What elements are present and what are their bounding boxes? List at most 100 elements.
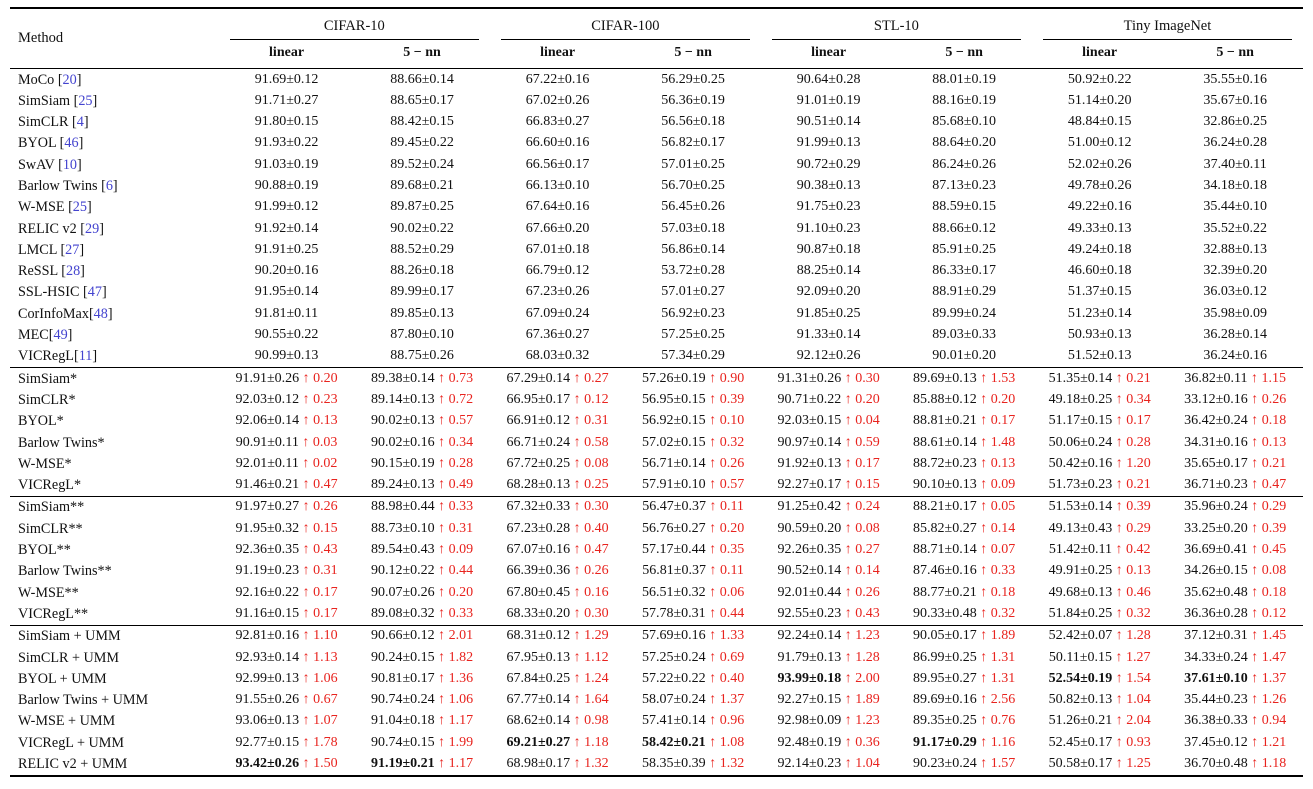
table-row: BYOL** 92.36±0.35 ↑ 0.43 89.54±0.43 ↑ 0.09… (10, 540, 1303, 561)
improvement-delta: ↑ 0.94 (1247, 713, 1287, 729)
score-cell: 37.40±0.11 (1167, 154, 1303, 175)
score-cell: 91.92±0.13 ↑ 0.17 (761, 453, 897, 474)
score-value: 91.25±0.42 (777, 499, 842, 515)
improvement-delta: ↑ 0.21 (1247, 455, 1287, 471)
up-arrow-icon: ↑ (570, 413, 585, 429)
improvement-delta: ↑ 1.31 (976, 649, 1016, 665)
score-value: 56.92±0.15 (642, 413, 706, 429)
score-cell: 32.39±0.20 (1167, 261, 1303, 282)
method-label: BYOL** (18, 542, 71, 559)
citation-link[interactable]: [10] (58, 156, 82, 173)
score-cell: 66.79±0.12 (490, 261, 626, 282)
improvement-delta: ↑ 0.28 (1112, 434, 1151, 450)
up-arrow-icon: ↑ (976, 692, 991, 708)
score-value: 88.66±0.12 (932, 220, 996, 236)
improvement-delta: ↑ 0.17 (976, 413, 1016, 429)
score-cell: 57.01±0.25 (625, 154, 761, 175)
block-baselines: MoCo [20] 91.69±0.12 88.66±0.14 67.22±0.16 5… (10, 69, 1303, 368)
score-cell: 51.23±0.14 (1032, 303, 1168, 324)
score-cell: 90.55±0.22 (219, 325, 355, 346)
citation-link[interactable]: [29] (80, 220, 104, 237)
group-label-tiny-imagenet: Tiny ImageNet (1042, 16, 1292, 40)
score-cell: 37.61±0.10 ↑ 1.37 (1167, 668, 1303, 689)
score-value: 88.25±0.14 (796, 263, 861, 279)
method-label: Barlow Twins [6] (18, 177, 118, 194)
method-label: SimSiam** (18, 499, 85, 516)
improvement-delta: ↑ 0.39 (1247, 520, 1287, 536)
score-value: 90.81±0.17 (370, 670, 435, 686)
up-arrow-icon: ↑ (1112, 370, 1127, 386)
citation-link[interactable]: [20] (57, 71, 82, 88)
improvement-delta: ↑ 2.01 (434, 628, 474, 644)
score-value: 90.12±0.22 (370, 563, 435, 579)
improvement-delta: ↑ 0.32 (1112, 605, 1151, 621)
improvement-delta: ↑ 0.17 (1112, 413, 1151, 429)
score-value: 90.01±0.20 (932, 348, 996, 364)
citation-link[interactable]: [28] (61, 263, 85, 280)
up-arrow-icon: ↑ (705, 584, 720, 600)
improvement-delta: ↑ 0.20 (841, 391, 880, 407)
block-double-star: SimSiam** 91.97±0.27 ↑ 0.26 88.98±0.44 ↑ 0… (10, 496, 1303, 625)
citation-number: 48 (93, 305, 108, 322)
up-arrow-icon: ↑ (841, 649, 856, 665)
up-arrow-icon: ↑ (570, 542, 585, 558)
citation-link[interactable]: [6] (101, 177, 118, 194)
table-row: VICRegL[11] 90.99±0.13 88.75±0.26 68.03±0.3… (10, 346, 1303, 368)
score-cell: 68.62±0.14 ↑ 0.98 (490, 711, 626, 732)
score-value: 92.03±0.15 (777, 413, 842, 429)
subheader-cifar10-linear: linear (269, 45, 305, 60)
up-arrow-icon: ↑ (434, 455, 449, 471)
up-arrow-icon: ↑ (976, 477, 991, 493)
score-cell: 35.44±0.10 (1167, 197, 1303, 218)
citation-link[interactable]: [4] (72, 114, 89, 131)
score-cell: 68.98±0.17 ↑ 1.32 (490, 754, 626, 776)
up-arrow-icon: ↑ (976, 734, 991, 750)
score-value: 90.59±0.20 (777, 520, 842, 536)
citation-link[interactable]: [27] (60, 241, 85, 258)
improvement-delta: ↑ 1.32 (570, 756, 609, 771)
up-arrow-icon: ↑ (434, 499, 449, 515)
score-cell: 91.69±0.12 (219, 69, 355, 91)
score-value: 36.69±0.41 (1184, 542, 1248, 558)
table-row: LMCL [27] 91.91±0.25 88.52±0.29 67.01±0.18 5… (10, 239, 1303, 260)
citation-link[interactable]: [47] (83, 284, 107, 301)
subheader-stl10-linear: linear (811, 45, 847, 60)
score-value: 90.74±0.15 (370, 734, 435, 750)
score-cell: 88.73±0.10 ↑ 0.31 (354, 518, 490, 539)
score-cell: 88.98±0.44 ↑ 0.33 (354, 496, 490, 518)
score-cell: 89.68±0.21 (354, 175, 490, 196)
score-cell: 51.52±0.13 (1032, 346, 1168, 368)
improvement-delta: ↑ 0.59 (841, 434, 880, 450)
score-cell: 87.13±0.23 (896, 175, 1032, 196)
up-arrow-icon: ↑ (841, 499, 856, 515)
score-cell: 88.71±0.14 ↑ 0.07 (896, 540, 1032, 561)
score-cell: 67.80±0.45 ↑ 0.16 (490, 582, 626, 603)
score-value: 67.80±0.45 (506, 584, 571, 600)
up-arrow-icon: ↑ (570, 605, 585, 621)
citation-link[interactable]: [49] (48, 327, 73, 344)
score-cell: 91.19±0.21 ↑ 1.17 (354, 754, 490, 776)
score-value: 56.29±0.25 (661, 71, 725, 87)
citation-link[interactable]: [25] (68, 199, 92, 216)
improvement-delta: ↑ 0.27 (841, 542, 880, 558)
up-arrow-icon: ↑ (570, 713, 585, 729)
score-cell: 91.91±0.25 (219, 239, 355, 260)
score-value: 88.73±0.10 (370, 520, 435, 536)
citation-link[interactable]: [11] (73, 348, 98, 365)
score-cell: 57.25±0.24 ↑ 0.69 (625, 647, 761, 668)
score-cell: 89.08±0.32 ↑ 0.33 (354, 603, 490, 625)
score-value: 90.33±0.48 (913, 605, 977, 621)
improvement-delta: ↑ 0.20 (434, 584, 474, 600)
up-arrow-icon: ↑ (570, 670, 585, 686)
citation-link[interactable]: [25] (73, 92, 98, 109)
citation-number: 28 (65, 263, 81, 280)
up-arrow-icon: ↑ (298, 434, 313, 450)
up-arrow-icon: ↑ (299, 499, 314, 515)
improvement-delta: ↑ 1.53 (976, 370, 1016, 386)
score-cell: 51.14±0.20 (1032, 90, 1168, 111)
improvement-delta: ↑ 1.27 (1112, 649, 1151, 665)
citation-link[interactable]: [46] (59, 135, 84, 152)
score-value: 88.21±0.17 (913, 499, 977, 515)
score-value: 88.98±0.44 (370, 499, 435, 515)
citation-link[interactable]: [48] (88, 305, 113, 322)
